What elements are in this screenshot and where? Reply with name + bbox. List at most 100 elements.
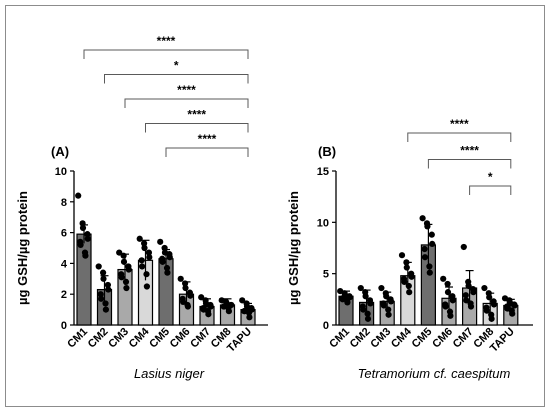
y-tick-label: 4 <box>61 258 68 270</box>
data-point <box>143 283 150 290</box>
data-point <box>122 278 130 285</box>
data-point <box>463 297 470 304</box>
y-tick-label: 0 <box>61 320 67 332</box>
data-point <box>246 314 253 321</box>
data-point <box>102 306 109 313</box>
significance-bracket <box>104 74 249 84</box>
chart-panel-1: 0246810CM1CM2CM3CM4CM5CM6CM7CM8TAPU*****… <box>15 34 268 381</box>
x-tick-label-tapu: TAPU <box>488 326 517 355</box>
data-point <box>125 266 132 273</box>
data-point <box>205 311 212 318</box>
data-point <box>440 275 447 282</box>
data-point <box>82 252 89 259</box>
panel-label: (B) <box>318 144 336 159</box>
x-axis-title: Tetramorium cf. caespitum <box>358 366 511 381</box>
data-point <box>187 292 194 299</box>
data-point <box>143 271 150 278</box>
y-tick-label: 5 <box>323 269 329 281</box>
y-tick-label: 6 <box>61 228 67 240</box>
data-point <box>428 231 435 238</box>
data-point <box>462 292 469 299</box>
x-tick-label-cm5: CM5 <box>410 326 435 351</box>
data-point <box>387 298 395 305</box>
data-point <box>419 215 426 222</box>
data-point <box>367 300 374 307</box>
data-point <box>364 310 371 317</box>
significance-label: * <box>174 59 179 73</box>
data-point <box>100 269 107 276</box>
x-tick-label-cm4: CM4 <box>389 325 415 351</box>
x-tick-label-cm7: CM7 <box>188 326 213 351</box>
significance-label: **** <box>187 108 206 122</box>
significance-bracket <box>469 185 512 195</box>
data-point <box>378 284 385 292</box>
x-tick-label-cm3: CM3 <box>368 326 393 351</box>
significance-bracket <box>145 123 249 133</box>
x-tick-label-cm5: CM5 <box>147 326 172 351</box>
data-point <box>383 293 390 300</box>
data-point <box>118 274 125 281</box>
data-point <box>138 257 145 264</box>
y-tick-label: 0 <box>323 320 329 332</box>
data-point <box>403 259 410 266</box>
x-tick-label-cm2: CM2 <box>348 326 373 351</box>
data-point <box>408 273 415 280</box>
figure-frame <box>5 5 545 407</box>
data-point <box>467 303 475 310</box>
data-point <box>182 280 189 287</box>
chart-panel-2: 051015CM1CM2CM3CM4CM5CM6CM7CM8TAPU******… <box>286 117 533 381</box>
data-point <box>146 254 153 261</box>
data-point <box>406 289 413 296</box>
data-point <box>460 243 467 251</box>
bar-cm1 <box>76 233 92 326</box>
data-point <box>465 282 472 290</box>
data-point <box>426 269 433 276</box>
significance-bracket <box>124 98 249 108</box>
data-point <box>509 310 516 317</box>
data-point <box>405 282 412 290</box>
significance-bracket <box>83 49 249 59</box>
data-point <box>116 249 123 256</box>
x-tick-label-cm3: CM3 <box>106 326 131 351</box>
data-point <box>75 192 82 199</box>
data-point <box>421 254 429 261</box>
data-point <box>426 263 433 270</box>
data-point <box>159 258 166 265</box>
data-point <box>95 263 102 270</box>
data-point <box>120 252 127 259</box>
x-tick-label-cm6: CM6 <box>430 326 455 351</box>
data-point <box>362 293 369 300</box>
data-point <box>380 302 387 309</box>
data-point <box>481 284 488 292</box>
data-point <box>486 294 493 301</box>
data-point <box>97 291 104 298</box>
data-point <box>141 244 148 252</box>
data-point <box>488 315 495 322</box>
data-point <box>444 280 451 288</box>
x-tick-label-cm7: CM7 <box>451 326 476 351</box>
data-point <box>398 252 406 259</box>
data-point <box>511 302 518 309</box>
data-point <box>77 241 84 249</box>
data-point <box>79 220 86 227</box>
data-point <box>470 289 477 296</box>
data-point <box>385 306 392 313</box>
data-point <box>141 240 148 247</box>
data-point <box>98 295 105 302</box>
x-tick-label-cm1: CM1 <box>65 326 90 351</box>
data-point <box>184 303 191 310</box>
y-axis-title: µg GSH/µg protein <box>286 191 301 305</box>
data-point <box>442 303 449 310</box>
data-point <box>360 306 367 313</box>
data-point <box>421 245 428 253</box>
data-point <box>164 269 171 276</box>
data-point <box>163 264 171 272</box>
y-axis-title: µg GSH/µg protein <box>15 191 30 305</box>
significance-label: **** <box>460 144 479 158</box>
data-point <box>447 312 454 319</box>
data-point <box>166 254 173 261</box>
data-point <box>104 281 111 289</box>
x-tick-label-cm4: CM4 <box>127 325 153 351</box>
data-point <box>344 299 351 306</box>
